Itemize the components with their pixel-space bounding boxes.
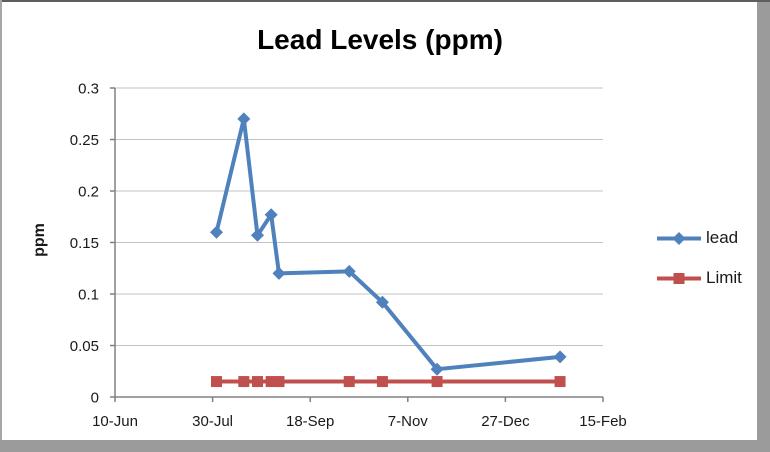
- limit-series-line-marker-icon: [657, 272, 701, 284]
- svg-text:18-Sep: 18-Sep: [286, 413, 334, 430]
- frame-border-right: [757, 2, 770, 452]
- svg-text:30-Jul: 30-Jul: [192, 413, 233, 430]
- svg-text:7-Nov: 7-Nov: [388, 413, 429, 430]
- svg-text:0.25: 0.25: [70, 132, 99, 149]
- svg-text:0.15: 0.15: [70, 235, 99, 252]
- frame-border-top: [0, 0, 770, 2]
- chart-title: Lead Levels (ppm): [257, 24, 503, 55]
- svg-text:0.3: 0.3: [78, 81, 99, 98]
- svg-text:15-Feb: 15-Feb: [579, 413, 627, 430]
- svg-text:27-Dec: 27-Dec: [481, 413, 530, 430]
- legend-label-limit: Limit: [706, 268, 742, 287]
- lead-series-line-marker-icon: [657, 231, 701, 245]
- svg-text:0.05: 0.05: [70, 338, 99, 355]
- svg-text:10-Jun: 10-Jun: [92, 413, 138, 430]
- legend-item-lead: lead: [656, 228, 738, 248]
- frame-border-bottom: [0, 440, 770, 452]
- svg-text:0.2: 0.2: [78, 184, 99, 201]
- svg-text:0: 0: [91, 390, 99, 407]
- svg-text:0.1: 0.1: [78, 287, 99, 304]
- legend-item-limit: Limit: [656, 268, 742, 288]
- frame-border-left: [0, 0, 2, 440]
- legend-label-lead: lead: [706, 228, 739, 247]
